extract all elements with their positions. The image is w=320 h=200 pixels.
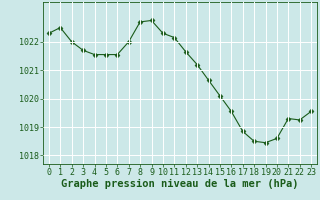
X-axis label: Graphe pression niveau de la mer (hPa): Graphe pression niveau de la mer (hPa) <box>61 179 299 189</box>
